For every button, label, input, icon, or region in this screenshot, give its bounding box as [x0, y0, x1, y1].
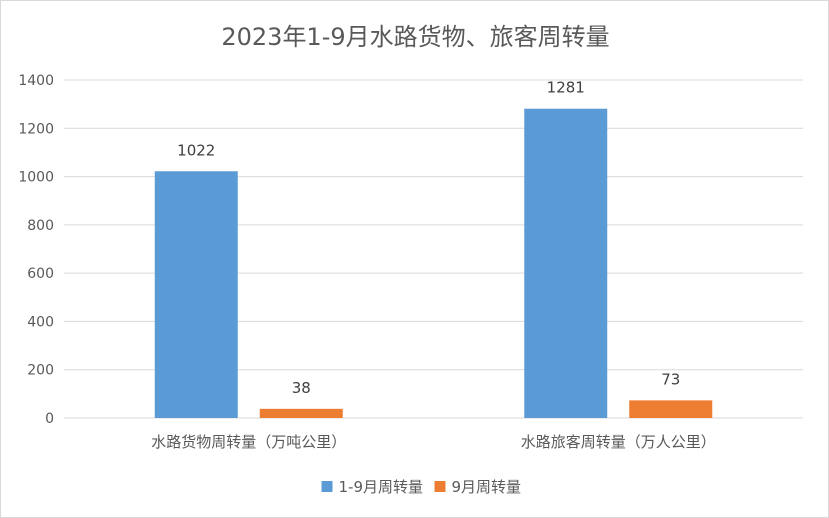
legend-swatch	[321, 481, 333, 492]
category-label: 水路旅客周转量（万人公里）	[521, 433, 716, 451]
y-tick-label: 1000	[18, 170, 54, 186]
bar	[629, 400, 713, 418]
y-tick-label: 800	[27, 218, 54, 234]
y-tick-label: 0	[45, 411, 54, 427]
data-label: 1281	[547, 79, 585, 97]
y-tick-label: 200	[27, 363, 54, 379]
chart-title: 2023年1-9月水路货物、旅客周转量	[221, 23, 610, 51]
category-label: 水路货物周转量（万吨公里）	[151, 433, 346, 451]
bar	[154, 171, 238, 418]
y-tick-label: 1400	[18, 73, 54, 89]
legend-swatch	[434, 481, 446, 492]
legend-label: 9月周转量	[452, 478, 522, 496]
data-label: 1022	[177, 141, 215, 159]
bar	[259, 408, 343, 418]
bar	[524, 108, 608, 418]
data-label: 38	[292, 379, 311, 397]
y-tick-label: 600	[27, 266, 54, 282]
y-tick-label: 1200	[18, 121, 54, 137]
y-tick-label: 400	[27, 314, 54, 330]
legend-label: 1-9月周转量	[339, 478, 424, 496]
data-label: 73	[661, 370, 680, 388]
